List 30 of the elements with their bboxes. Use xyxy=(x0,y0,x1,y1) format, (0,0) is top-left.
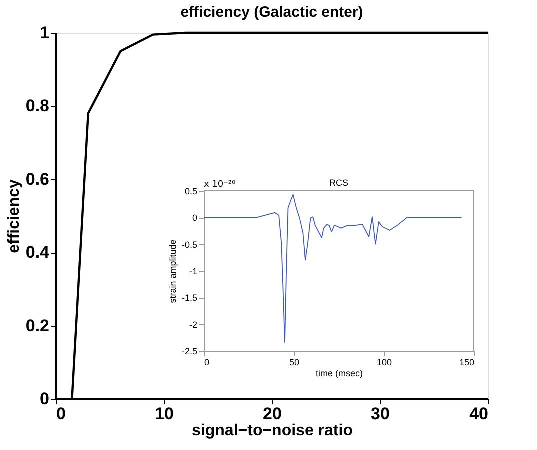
y-tick-label: 0 xyxy=(40,390,50,408)
x-tick-label: 20 xyxy=(263,404,282,424)
y-tick-label: -2 xyxy=(189,320,198,330)
x-tick-label: 0 xyxy=(204,358,210,368)
x-tick-label: 10 xyxy=(155,404,174,424)
x-axis-title: signal−to−noise ratio xyxy=(192,422,354,440)
y-tick-label: 0 xyxy=(192,213,198,224)
y-tick-label: -1.5 xyxy=(182,293,198,304)
y-tick-label: 0.5 xyxy=(184,186,198,196)
y-tick-label: -0.5 xyxy=(182,240,198,250)
y-tick-label: 0.8 xyxy=(26,96,50,116)
x-axis-title: time (msec) xyxy=(316,368,363,378)
x-tick-label: 100 xyxy=(376,358,392,368)
y-axis-title: strain amplitude xyxy=(168,240,178,304)
y-tick-label: -2.5 xyxy=(182,346,198,356)
y-tick-label: 0.6 xyxy=(26,170,50,189)
y-tick-label: 1 xyxy=(40,24,50,42)
x-tick-label: 30 xyxy=(371,404,390,424)
x-tick-label: 0 xyxy=(56,404,66,424)
y-tick-label: 0.4 xyxy=(26,243,50,262)
chart-title: efficiency (Galactic enter) xyxy=(180,4,364,21)
annotation: x 10⁻²⁰ xyxy=(204,180,236,190)
y-axis-title: efficiency xyxy=(6,179,23,254)
chart-title: RCS xyxy=(329,178,349,188)
x-tick-label: 50 xyxy=(289,358,300,368)
x-tick-label: 40 xyxy=(470,404,488,424)
y-tick-label: 0.2 xyxy=(26,316,50,336)
y-tick-label: -1 xyxy=(189,266,198,276)
line-series xyxy=(204,194,462,343)
x-tick-label: 150 xyxy=(459,358,474,368)
